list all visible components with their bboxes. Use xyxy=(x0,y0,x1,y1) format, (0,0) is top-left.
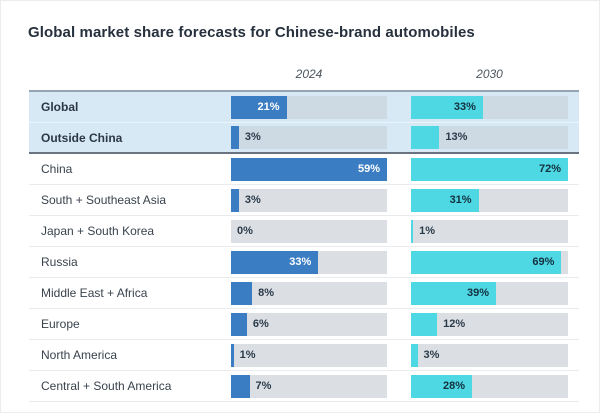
bar-fill-2030 xyxy=(411,343,418,367)
bar-value: 0% xyxy=(237,224,253,237)
row-label: South + Southeast Asia xyxy=(41,193,167,207)
bar-value: 33% xyxy=(289,256,312,268)
table-row: Japan + South Korea 0% 1% xyxy=(29,216,579,247)
bar-value: 69% xyxy=(532,256,555,268)
bar-value: 3% xyxy=(244,193,261,206)
bar-value: 8% xyxy=(258,286,275,299)
bar-track-2030: 33% xyxy=(411,95,568,119)
bar-value: 12% xyxy=(443,317,466,330)
bar-value: 7% xyxy=(255,379,272,392)
bar-fill-2024: 21% xyxy=(231,95,287,119)
column-header-row: 2024 2030 xyxy=(29,67,579,81)
bar-value: 3% xyxy=(423,348,440,361)
bar-value: 59% xyxy=(357,163,380,175)
bar-value: 1% xyxy=(239,348,256,361)
bar-track-2024: 1% xyxy=(231,343,387,367)
bar-value: 72% xyxy=(538,163,561,175)
bar-fill-2030 xyxy=(411,126,440,149)
bar-fill-2024 xyxy=(231,312,247,336)
bar-track-2030: 28% xyxy=(411,374,568,398)
bar-track-2030: 39% xyxy=(411,281,568,305)
column-gap xyxy=(387,67,411,81)
table-row: Central + South America 7% 28% xyxy=(29,371,579,402)
table-row: Europe 6% 12% xyxy=(29,309,579,340)
row-label: Central + South America xyxy=(41,379,172,393)
bar-fill-2030: 33% xyxy=(411,95,483,119)
row-label: Japan + South Korea xyxy=(41,224,155,238)
bar-track-2030: 12% xyxy=(411,312,568,336)
bar-fill-2024 xyxy=(231,343,234,367)
bar-track-2030: 31% xyxy=(411,188,568,212)
bar-track-2024: 6% xyxy=(231,312,387,336)
column-header-2024: 2024 xyxy=(295,67,323,81)
bar-fill-2024 xyxy=(231,281,253,305)
bar-value: 3% xyxy=(244,131,261,143)
table-row: Russia 33% 69% xyxy=(29,247,579,278)
bar-fill-2024: 33% xyxy=(231,250,319,274)
bar-track-2024: 0% xyxy=(231,219,387,243)
bar-fill-2024 xyxy=(231,126,239,149)
bar-fill-2030: 72% xyxy=(411,157,568,181)
bar-fill-2030: 28% xyxy=(411,374,473,398)
row-label: Outside China xyxy=(41,130,123,145)
table-row: China 59% 72% xyxy=(29,154,579,185)
row-label: North America xyxy=(41,348,118,362)
bar-track-2030: 13% xyxy=(411,126,568,149)
bar-value: 39% xyxy=(467,287,490,299)
bar-track-2030: 3% xyxy=(411,343,568,367)
bar-track-2024: 33% xyxy=(231,250,387,274)
bar-track-2030: 72% xyxy=(411,157,568,181)
bar-fill-2030 xyxy=(411,219,414,243)
bar-fill-2024 xyxy=(231,374,250,398)
bar-value: 13% xyxy=(445,131,468,143)
bar-fill-2030: 39% xyxy=(411,281,497,305)
bar-value: 1% xyxy=(419,224,436,237)
bar-track-2024: 8% xyxy=(231,281,387,305)
row-label: Europe xyxy=(41,317,80,331)
label-column-spacer xyxy=(29,67,231,81)
table-row: North America 1% 3% xyxy=(29,340,579,371)
bar-value: 31% xyxy=(449,194,472,206)
table-row: Outside China 3% 13% xyxy=(29,123,579,154)
row-label: Global xyxy=(41,100,79,114)
bar-track-2024: 59% xyxy=(231,157,387,181)
bar-track-2024: 3% xyxy=(231,126,387,149)
bar-fill-2024 xyxy=(231,188,239,212)
bar-track-2030: 1% xyxy=(411,219,568,243)
bar-fill-2024: 59% xyxy=(231,157,387,181)
bar-value: 6% xyxy=(252,317,269,330)
bar-value: 28% xyxy=(443,380,466,392)
bar-fill-2030 xyxy=(411,312,438,336)
bar-track-2030: 69% xyxy=(411,250,568,274)
row-label: Middle East + Africa xyxy=(41,286,148,300)
table-row: Global 21% 33% xyxy=(29,92,579,123)
table-row: Middle East + Africa 8% 39% xyxy=(29,278,579,309)
row-label: Russia xyxy=(41,255,78,269)
bar-value: 21% xyxy=(257,101,280,113)
page-title: Global market share forecasts for Chines… xyxy=(28,24,475,41)
bar-fill-2030: 69% xyxy=(411,250,562,274)
row-label: China xyxy=(41,162,73,176)
table-row: South + Southeast Asia 3% 31% xyxy=(29,185,579,216)
bar-track-2024: 3% xyxy=(231,188,387,212)
market-share-chart: Global 21% 33% Outside China 3% 13% China 59% 72… xyxy=(29,90,579,402)
bar-track-2024: 21% xyxy=(231,95,387,119)
bar-track-2024: 7% xyxy=(231,374,387,398)
column-header-2030: 2030 xyxy=(476,67,503,81)
bar-value: 33% xyxy=(453,101,476,113)
bar-fill-2030: 31% xyxy=(411,188,479,212)
